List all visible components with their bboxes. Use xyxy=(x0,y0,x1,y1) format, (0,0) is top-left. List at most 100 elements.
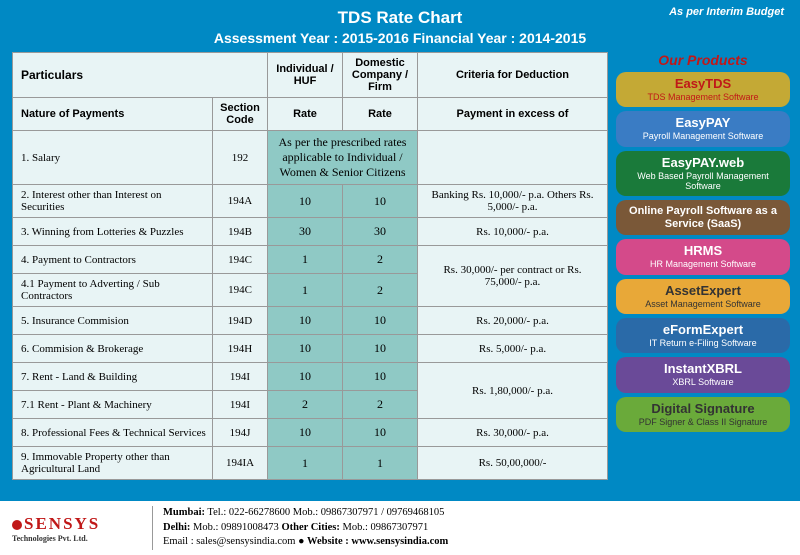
table-row: 1. Salary192As per the prescribed rates … xyxy=(13,131,608,185)
col-section: Section Code xyxy=(213,98,268,131)
product-name: eFormExpert xyxy=(620,323,786,338)
footer: SENSYS Technologies Pvt. Ltd. Mumbai: Te… xyxy=(0,501,800,555)
product-card[interactable]: EasyPAY.webWeb Based Payroll Management … xyxy=(616,151,790,197)
cell-nature: 7.1 Rent - Plant & Machinery xyxy=(13,391,213,419)
product-card[interactable]: AssetExpertAsset Management Software xyxy=(616,279,790,314)
cell-rate-domestic: 10 xyxy=(343,185,418,218)
tds-table-container: Particulars Individual / HUF Domestic Co… xyxy=(12,52,608,480)
cell-section: 194C xyxy=(213,246,268,274)
tds-rate-table: Particulars Individual / HUF Domestic Co… xyxy=(12,52,608,480)
cell-rate-domestic: 2 xyxy=(343,274,418,307)
table-row: 9. Immovable Property other than Agricul… xyxy=(13,447,608,480)
cell-nature: 1. Salary xyxy=(13,131,213,185)
products-sidebar: Our Products EasyTDSTDS Management Softw… xyxy=(616,52,790,480)
cell-rate-individual: 1 xyxy=(268,274,343,307)
product-desc: Asset Management Software xyxy=(620,299,786,309)
cell-section: 194H xyxy=(213,335,268,363)
contact-line2: Delhi: Mob.: 09891008473 Other Cities: M… xyxy=(163,521,614,536)
product-name: InstantXBRL xyxy=(620,362,786,377)
cell-rate-domestic: 10 xyxy=(343,419,418,447)
product-desc: IT Return e-Filing Software xyxy=(620,338,786,348)
col-domestic: Domestic Company / Firm xyxy=(343,53,418,98)
table-row: 2. Interest other than Interest on Secur… xyxy=(13,185,608,218)
col-payment: Payment in excess of xyxy=(418,98,608,131)
product-card[interactable]: eFormExpertIT Return e-Filing Software xyxy=(616,318,790,353)
col-criteria: Criteria for Deduction xyxy=(418,53,608,98)
logo-subtitle: Technologies Pvt. Ltd. xyxy=(12,534,152,543)
cell-section: 194IA xyxy=(213,447,268,480)
product-card[interactable]: InstantXBRLXBRL Software xyxy=(616,357,790,392)
product-name: EasyTDS xyxy=(620,77,786,92)
cell-criteria xyxy=(418,131,608,185)
interim-budget-note: As per Interim Budget xyxy=(669,6,784,18)
col-rate1: Rate xyxy=(268,98,343,131)
product-name: EasyPAY.web xyxy=(620,156,786,171)
product-desc: HR Management Software xyxy=(620,259,786,269)
cell-section: 194I xyxy=(213,391,268,419)
table-row: 8. Professional Fees & Technical Service… xyxy=(13,419,608,447)
product-card[interactable]: EasyTDSTDS Management Software xyxy=(616,72,790,107)
cell-nature: 9. Immovable Property other than Agricul… xyxy=(13,447,213,480)
product-card[interactable]: EasyPAYPayroll Management Software xyxy=(616,111,790,146)
cell-rate-individual: 1 xyxy=(268,447,343,480)
products-title: Our Products xyxy=(616,52,790,68)
cell-rate-domestic: 2 xyxy=(343,391,418,419)
product-desc: PDF Signer & Class II Signature xyxy=(620,417,786,427)
cell-section: 194A xyxy=(213,185,268,218)
cell-section: 194I xyxy=(213,363,268,391)
cell-rate-domestic: 30 xyxy=(343,218,418,246)
cell-rate-individual: 1 xyxy=(268,246,343,274)
product-desc: XBRL Software xyxy=(620,377,786,387)
cell-rate-individual: 30 xyxy=(268,218,343,246)
table-row: 3. Winning from Lotteries & Puzzles194B3… xyxy=(13,218,608,246)
product-name: Digital Signature xyxy=(620,402,786,417)
cell-section: 194B xyxy=(213,218,268,246)
table-row: 5. Insurance Commision194D1010Rs. 20,000… xyxy=(13,307,608,335)
cell-rate-individual: 10 xyxy=(268,363,343,391)
cell-rate-domestic: 10 xyxy=(343,335,418,363)
cell-nature: 7. Rent - Land & Building xyxy=(13,363,213,391)
product-desc: Payroll Management Software xyxy=(620,131,786,141)
cell-rate-individual: 10 xyxy=(268,307,343,335)
company-logo: SENSYS Technologies Pvt. Ltd. xyxy=(12,514,152,543)
cell-nature: 3. Winning from Lotteries & Puzzles xyxy=(13,218,213,246)
cell-criteria: Rs. 30,000/- per contract or Rs. 75,000/… xyxy=(418,246,608,307)
product-card[interactable]: Online Payroll Software as a Service (Sa… xyxy=(616,200,790,235)
cell-rate-domestic: 2 xyxy=(343,246,418,274)
contact-line1: Mumbai: Tel.: 022-66278600 Mob.: 0986730… xyxy=(163,506,614,521)
product-name: HRMS xyxy=(620,244,786,259)
cell-criteria: Rs. 10,000/- p.a. xyxy=(418,218,608,246)
cell-section: 194J xyxy=(213,419,268,447)
table-row: 4. Payment to Contractors194C12Rs. 30,00… xyxy=(13,246,608,274)
product-card[interactable]: HRMSHR Management Software xyxy=(616,239,790,274)
cell-rate-domestic: 1 xyxy=(343,447,418,480)
cell-rate-domestic: 10 xyxy=(343,363,418,391)
cell-criteria: Rs. 5,000/- p.a. xyxy=(418,335,608,363)
cell-section: 194C xyxy=(213,274,268,307)
product-card[interactable]: Digital SignaturePDF Signer & Class II S… xyxy=(616,397,790,432)
product-desc: TDS Management Software xyxy=(620,92,786,102)
col-particulars: Particulars xyxy=(13,53,268,98)
col-individual: Individual / HUF xyxy=(268,53,343,98)
cell-criteria: Rs. 30,000/- p.a. xyxy=(418,419,608,447)
contact-line3: Email : sales@sensysindia.com ● Website … xyxy=(163,535,614,550)
cell-nature: 4. Payment to Contractors xyxy=(13,246,213,274)
cell-nature: 6. Commision & Brokerage xyxy=(13,335,213,363)
product-name: EasyPAY xyxy=(620,116,786,131)
cell-nature: 5. Insurance Commision xyxy=(13,307,213,335)
cell-rate-individual: 10 xyxy=(268,335,343,363)
logo-icon xyxy=(12,520,22,530)
cell-merged-rate: As per the prescribed rates applicable t… xyxy=(268,131,418,185)
product-desc: Web Based Payroll Management Software xyxy=(620,171,786,192)
cell-nature: 2. Interest other than Interest on Secur… xyxy=(13,185,213,218)
product-name: AssetExpert xyxy=(620,284,786,299)
cell-rate-individual: 2 xyxy=(268,391,343,419)
cell-rate-individual: 10 xyxy=(268,185,343,218)
cell-rate-individual: 10 xyxy=(268,419,343,447)
cell-section: 192 xyxy=(213,131,268,185)
table-row: 6. Commision & Brokerage194H1010Rs. 5,00… xyxy=(13,335,608,363)
cell-criteria: Rs. 1,80,000/- p.a. xyxy=(418,363,608,419)
logo-name: SENSYS xyxy=(24,514,100,533)
table-row: 7. Rent - Land & Building194I1010Rs. 1,8… xyxy=(13,363,608,391)
col-nature: Nature of Payments xyxy=(13,98,213,131)
